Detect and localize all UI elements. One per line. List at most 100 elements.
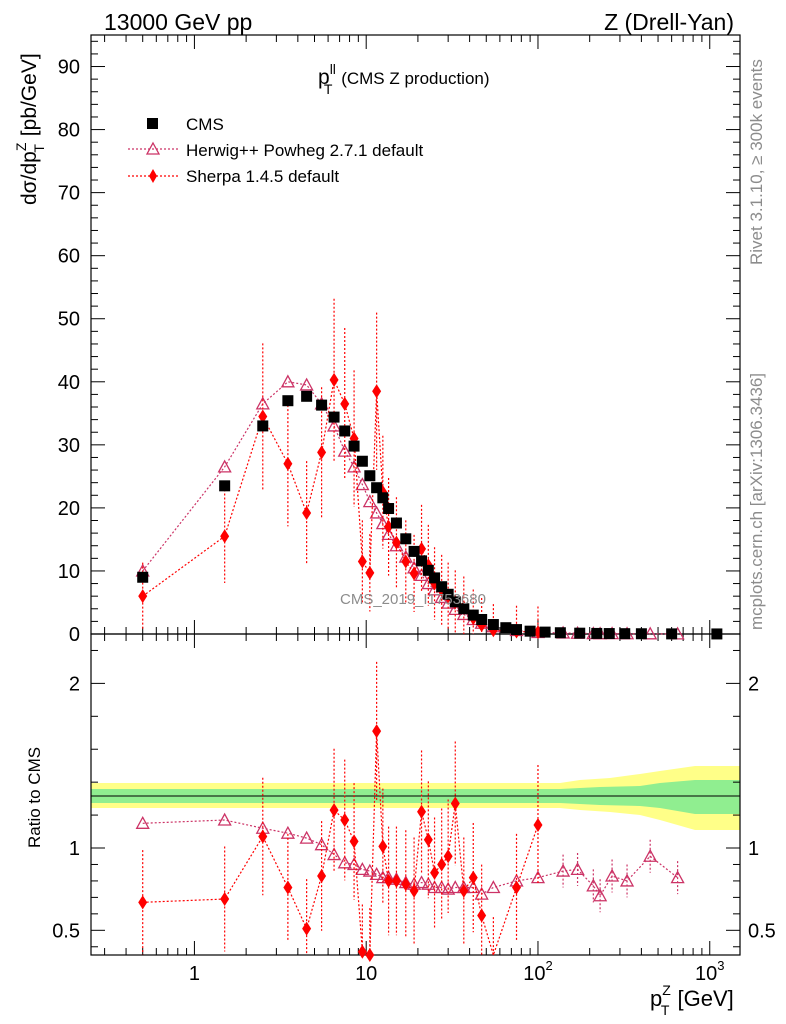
herwig-ratio-point	[474, 886, 489, 900]
cms-point	[442, 588, 454, 600]
cms-point	[301, 390, 313, 402]
analysis-watermark: CMS_2019_I1753680	[340, 591, 486, 608]
cms-point	[339, 425, 351, 437]
sherpa-ratio-point	[138, 895, 148, 910]
legend: CMS Herwig++ Powheg 2.7.1 default Sherpa…	[128, 115, 423, 186]
x-tick-label: 10	[355, 963, 377, 985]
cms-point	[328, 411, 340, 423]
cms-point	[511, 624, 523, 636]
axes: 1 10 102 103 0 10 20 30 40 50 60 70 80 90 0.5 0.5 1 1 2 2	[52, 34, 776, 985]
sherpa-ratio-point	[477, 908, 487, 923]
sherpa-ratio-point	[384, 873, 394, 888]
cms-point	[554, 627, 566, 639]
cms-point	[487, 619, 499, 631]
y-tick-label-top: 40	[58, 372, 80, 394]
cms-point	[408, 545, 420, 557]
sherpa-ratio-point	[401, 877, 411, 892]
sherpa-ratio-point	[372, 724, 382, 739]
herwig-ratio-point	[299, 830, 314, 844]
sherpa-ratio-point	[443, 849, 453, 864]
sherpa-ratio-point	[450, 796, 460, 811]
sherpa-point	[384, 519, 394, 534]
y-tick-label-top: 60	[58, 246, 80, 268]
legend-label-sherpa: Sherpa 1.4.5 default	[186, 167, 339, 186]
y-tick-label-top: 80	[58, 120, 80, 142]
sherpa-ratio-point	[417, 804, 427, 819]
cms-point	[711, 628, 723, 640]
cms-point	[377, 492, 389, 504]
y-tick-label-top: 90	[58, 57, 80, 79]
herwig-ratio-point	[135, 815, 150, 829]
sherpa-point	[283, 456, 293, 471]
x-tick-label: 1	[189, 963, 200, 985]
cms-point	[467, 609, 479, 621]
sherpa-point	[317, 445, 327, 460]
sherpa-ratio-point	[423, 832, 433, 847]
sherpa-ratio-point	[459, 883, 469, 898]
sherpa-ratio-point	[258, 829, 268, 844]
sherpa-ratio-point	[317, 868, 327, 883]
ratio-band-green	[91, 780, 740, 814]
legend-label-herwig: Herwig++ Powheg 2.7.1 default	[186, 141, 423, 160]
sherpa-ratio-point	[302, 921, 312, 936]
ratio-plot	[135, 661, 685, 962]
cms-point	[400, 533, 412, 545]
sherpa-point	[329, 372, 339, 387]
herwig-ratio-point	[570, 862, 585, 876]
herwig-point	[355, 477, 370, 491]
cms-point	[458, 603, 470, 615]
header-left-label: 13000 GeV pp	[104, 9, 252, 35]
herwig-point	[362, 494, 377, 508]
cms-point	[416, 555, 428, 567]
cms-point	[619, 628, 631, 640]
herwig-ratio-point	[337, 855, 352, 869]
y-tick-label-bottom: 0.5	[52, 920, 80, 942]
y-tick-label-bottom-right: 2	[748, 673, 759, 695]
cms-point	[364, 470, 376, 482]
x-axis-label: pZ T [GeV]	[650, 982, 734, 1018]
herwig-ratio-point	[643, 848, 658, 862]
y-tick-label-bottom-right: 0.5	[748, 920, 776, 942]
herwig-point	[369, 505, 384, 519]
herwig-point	[217, 459, 232, 473]
sherpa-ratio-point	[437, 857, 447, 872]
sherpa-ratio-point	[283, 880, 293, 895]
cms-point	[371, 482, 383, 494]
cms-point	[603, 628, 615, 640]
cms-point	[591, 627, 603, 639]
cms-point	[574, 627, 586, 639]
cms-point	[524, 625, 536, 637]
legend-label-cms: CMS	[186, 115, 224, 134]
herwig-ratio-point	[448, 880, 463, 894]
herwig-ratio-point	[369, 866, 384, 880]
sherpa-ratio-point	[365, 948, 375, 962]
herwig-ratio-point	[486, 880, 501, 894]
herwig-ratio-point	[280, 825, 295, 839]
header-right-label: Z (Drell-Yan)	[604, 9, 734, 35]
y-tick-label-top: 30	[58, 435, 80, 457]
cms-point	[429, 572, 441, 584]
herwig-ratio-point	[619, 873, 635, 887]
sherpa-point	[302, 505, 312, 520]
sherpa-ratio-point	[409, 883, 419, 898]
x-tick-label: 103	[695, 958, 724, 985]
herwig-point	[280, 374, 295, 388]
herwig-ratio-point	[555, 863, 571, 877]
rivet-label: Rivet 3.1.10, ≥ 300k events	[747, 59, 766, 265]
cms-point	[316, 399, 328, 411]
sherpa-ratio-point	[468, 870, 478, 885]
herwig-ratio-point	[314, 837, 329, 851]
legend-marker-herwig	[145, 141, 161, 155]
y-tick-label-top: 0	[69, 624, 80, 646]
sherpa-ratio-point	[378, 839, 388, 854]
cms-point	[282, 395, 294, 407]
cms-point	[449, 596, 461, 608]
sherpa-ratio-line	[142, 731, 539, 957]
sherpa-ratio-point	[512, 880, 522, 895]
legend-marker-sherpa	[149, 169, 157, 183]
y-tick-label-top: 10	[58, 561, 80, 583]
sherpa-ratio-point	[430, 865, 440, 880]
sherpa-point	[220, 529, 230, 544]
y-tick-label-bottom: 1	[69, 838, 80, 860]
